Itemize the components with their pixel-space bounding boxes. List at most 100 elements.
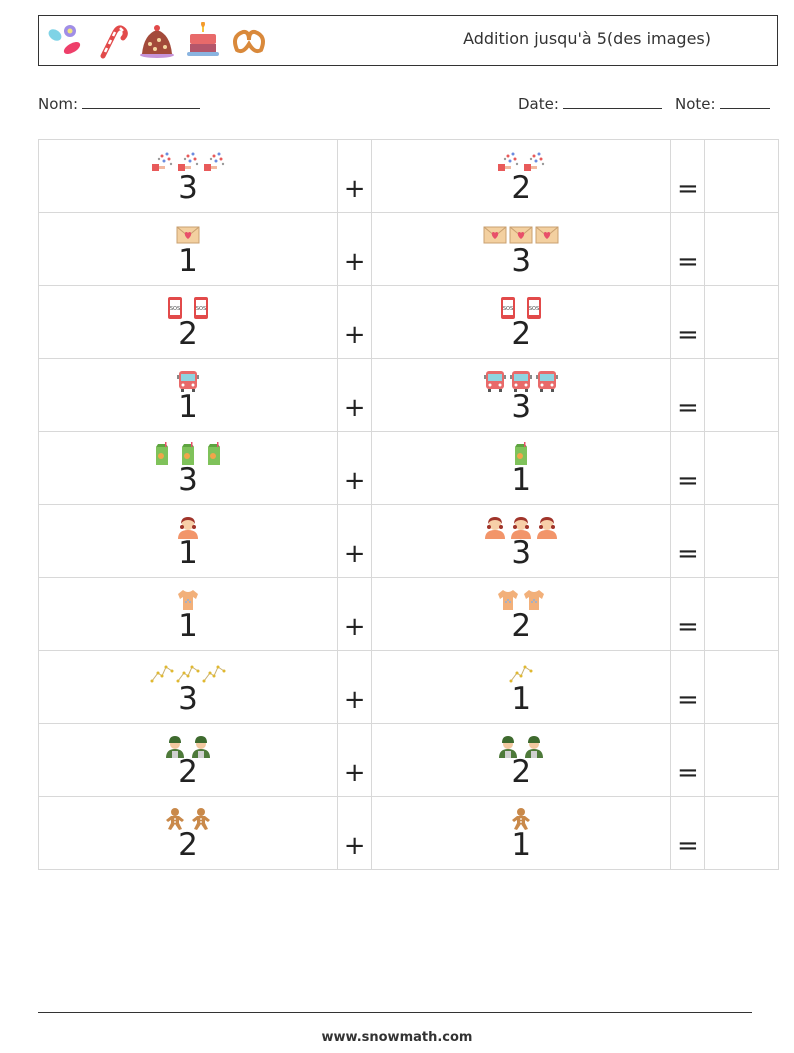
operand-number: 3 <box>511 535 532 571</box>
love-letter-icon <box>483 223 507 247</box>
equals-sign-cell: = <box>670 431 706 505</box>
answer-box[interactable] <box>704 796 779 870</box>
second-operand: 1 <box>371 650 672 724</box>
pretzel-icon <box>229 22 269 60</box>
operand-number: 2 <box>511 316 532 352</box>
first-operand: 3 <box>37 431 339 505</box>
equals-sign-cell: = <box>670 723 706 797</box>
problem-row: 1 +3 = <box>37 504 779 578</box>
operand-number: 1 <box>178 243 198 279</box>
name-blank[interactable] <box>82 94 201 109</box>
equals-sign: = <box>676 758 699 788</box>
problem-row: 1 +3 = <box>37 212 779 286</box>
equals-sign-cell: = <box>670 139 706 213</box>
plus-sign-cell: + <box>337 358 373 432</box>
first-operand: 3 <box>37 650 339 724</box>
answer-box[interactable] <box>704 139 779 213</box>
operand-number: 1 <box>511 681 532 717</box>
first-operand: 1 <box>37 358 339 432</box>
equals-sign: = <box>676 539 699 569</box>
plus-sign-cell: + <box>337 577 373 651</box>
answer-box[interactable] <box>704 577 779 651</box>
answer-box[interactable] <box>704 723 779 797</box>
problem-row: 1 +2 = <box>37 577 779 651</box>
note-field: Note: <box>675 94 770 113</box>
first-operand: 1 <box>37 504 339 578</box>
plus-sign-cell: + <box>337 650 373 724</box>
plus-sign: + <box>343 831 366 861</box>
plus-sign: + <box>343 612 366 642</box>
header-icons <box>45 22 269 60</box>
equals-sign: = <box>676 685 699 715</box>
equals-sign: = <box>676 320 699 350</box>
note-blank[interactable] <box>719 94 770 109</box>
plus-sign-cell: + <box>337 796 373 870</box>
first-operand: 1 <box>37 212 339 286</box>
plus-sign-cell: + <box>337 212 373 286</box>
equals-sign: = <box>676 174 699 204</box>
second-operand: 1 <box>371 431 672 505</box>
candy-cane-icon <box>91 22 131 60</box>
equals-sign: = <box>676 831 699 861</box>
problem-row: 3 +1 = <box>37 431 779 505</box>
operand-number: 1 <box>178 535 198 571</box>
juice-box-icon <box>202 442 226 466</box>
second-operand: 3 <box>371 212 672 286</box>
plus-sign-cell: + <box>337 285 373 359</box>
candy-icon <box>45 22 85 60</box>
plus-sign: + <box>343 393 366 423</box>
answer-box[interactable] <box>704 358 779 432</box>
first-operand: 1 <box>37 577 339 651</box>
operand-number: 3 <box>178 462 198 498</box>
plus-sign: + <box>343 758 366 788</box>
problems-table: 3 +2 = 1 +3 = 2 +2 = 1 +3 = 3 +1 = 1 +3 = 1 +2 = 3 +1 = 2 +2 = 2 +1 = <box>37 139 779 870</box>
operand-number: 3 <box>178 170 198 206</box>
date-field: Date: <box>518 94 662 113</box>
plus-sign: + <box>343 174 366 204</box>
plus-sign: + <box>343 539 366 569</box>
problem-row: 2 +1 = <box>37 796 779 870</box>
girl-icon <box>483 515 507 539</box>
plus-sign: + <box>343 685 366 715</box>
first-operand: 2 <box>37 796 339 870</box>
confetti-icon <box>150 150 174 174</box>
operand-number: 1 <box>511 827 532 863</box>
equals-sign: = <box>676 393 699 423</box>
equals-sign: = <box>676 466 699 496</box>
answer-box[interactable] <box>704 212 779 286</box>
footer-website: www.snowmath.com <box>321 1030 473 1045</box>
problem-row: 1 +3 = <box>37 358 779 432</box>
bus-icon <box>535 369 559 393</box>
answer-box[interactable] <box>704 650 779 724</box>
date-label: Date: <box>518 95 559 113</box>
second-operand: 2 <box>371 577 672 651</box>
worksheet-header: Addition jusqu'à 5(des images) <box>38 15 778 66</box>
second-operand: 2 <box>371 139 672 213</box>
operand-number: 1 <box>511 462 532 498</box>
equals-sign-cell: = <box>670 796 706 870</box>
juice-box-icon <box>150 442 174 466</box>
operand-number: 2 <box>178 754 198 790</box>
equals-sign-cell: = <box>670 358 706 432</box>
girl-icon <box>535 515 559 539</box>
answer-box[interactable] <box>704 285 779 359</box>
plus-sign-cell: + <box>337 139 373 213</box>
note-label: Note: <box>675 95 716 113</box>
operand-number: 2 <box>511 608 532 644</box>
equals-sign-cell: = <box>670 650 706 724</box>
plus-sign-cell: + <box>337 723 373 797</box>
date-blank[interactable] <box>562 94 662 109</box>
operand-number: 3 <box>511 389 532 425</box>
worksheet-title: Addition jusqu'à 5(des images) <box>463 29 711 48</box>
birthday-cake-icon <box>183 22 223 60</box>
plus-sign: + <box>343 247 366 277</box>
answer-box[interactable] <box>704 504 779 578</box>
equals-sign-cell: = <box>670 212 706 286</box>
plus-sign: + <box>343 466 366 496</box>
plus-sign: + <box>343 320 366 350</box>
answer-box[interactable] <box>704 431 779 505</box>
second-operand: 3 <box>371 504 672 578</box>
name-label: Nom: <box>38 95 79 113</box>
bus-icon <box>483 369 507 393</box>
constellation-icon <box>150 661 174 685</box>
